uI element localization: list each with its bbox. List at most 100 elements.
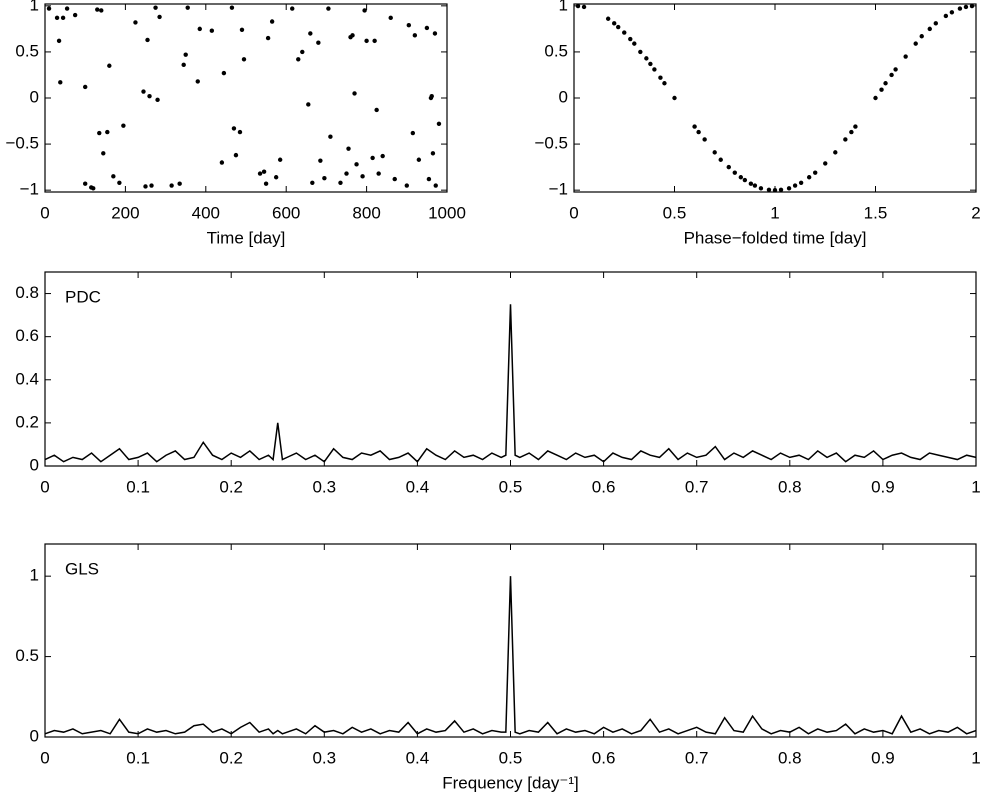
point — [155, 97, 160, 103]
point — [883, 81, 888, 86]
x-tick-label: 0.7 — [685, 748, 709, 767]
y-tick-label: 1 — [559, 0, 568, 14]
point — [263, 181, 269, 186]
x-axis-label: Time [day] — [207, 228, 286, 247]
point — [296, 57, 301, 62]
x-tick-label: 0.4 — [406, 477, 430, 496]
point — [873, 95, 878, 101]
point — [269, 19, 275, 24]
axes-box — [573, 3, 977, 193]
point — [105, 129, 110, 135]
y-tick-label: 0.2 — [15, 412, 39, 431]
y-tick-label: 0.5 — [544, 41, 568, 60]
point — [362, 8, 367, 13]
y-tick-label: 0 — [559, 87, 568, 106]
point — [658, 75, 663, 80]
point — [436, 121, 442, 127]
point — [95, 7, 100, 12]
point — [372, 38, 377, 44]
x-tick-label: 1 — [971, 477, 980, 496]
point — [903, 54, 908, 59]
spectrum-line — [44, 304, 977, 463]
point — [879, 87, 884, 92]
point — [64, 6, 70, 11]
point — [300, 49, 305, 55]
point — [97, 130, 102, 136]
point — [748, 181, 754, 186]
y-tick-label: 0 — [30, 87, 39, 106]
point — [181, 62, 186, 68]
point — [338, 180, 343, 185]
point — [638, 49, 643, 55]
y-tick-label: 0 — [30, 455, 39, 474]
point — [718, 157, 723, 162]
point — [628, 36, 633, 42]
point — [352, 91, 357, 96]
point — [177, 181, 182, 186]
x-tick-label: 0.7 — [685, 477, 709, 496]
point — [370, 155, 375, 161]
point — [792, 183, 798, 188]
point — [581, 4, 587, 10]
point — [943, 13, 949, 19]
point — [913, 41, 918, 46]
point — [185, 5, 190, 10]
x-tick-label: 0.8 — [778, 477, 802, 496]
x-tick-label: 0.5 — [663, 203, 687, 222]
point — [310, 180, 315, 185]
x-tick-label: 1.5 — [864, 203, 888, 222]
x-tick-label: 0.6 — [592, 748, 616, 767]
point — [432, 31, 438, 36]
point — [605, 16, 611, 21]
point — [360, 174, 365, 179]
point — [692, 124, 697, 129]
point — [111, 174, 116, 179]
y-tick-label: 0.4 — [15, 369, 39, 388]
x-tick-label: 0 — [40, 477, 49, 496]
point — [410, 130, 416, 136]
point — [153, 5, 158, 10]
point — [696, 129, 701, 135]
point — [612, 21, 617, 26]
point — [833, 150, 838, 155]
point — [652, 67, 657, 72]
spectrum-line — [44, 576, 977, 735]
x-tick-label: 0.8 — [778, 748, 802, 767]
point — [927, 26, 932, 32]
x-tick-label: 0.5 — [499, 477, 523, 496]
point — [183, 52, 188, 57]
point — [354, 162, 359, 167]
y-tick-label: −0.5 — [5, 134, 39, 153]
y-tick-label: 0.8 — [15, 283, 39, 302]
x-axis-label: Phase−folded time [day] — [684, 228, 867, 247]
axes-box — [44, 271, 977, 467]
axes-box — [44, 3, 448, 193]
point — [752, 183, 758, 188]
point — [328, 134, 333, 139]
x-tick-label: 600 — [272, 203, 300, 222]
point — [766, 187, 772, 192]
point — [430, 151, 436, 156]
x-tick-label: 0.1 — [126, 477, 150, 496]
y-tick-label: 0.5 — [15, 646, 39, 665]
point — [91, 186, 96, 191]
point — [424, 25, 430, 31]
point — [786, 186, 792, 191]
point — [412, 33, 418, 38]
x-tick-label: 0.3 — [312, 748, 336, 767]
point — [117, 180, 122, 185]
point — [83, 84, 88, 90]
point — [726, 164, 731, 170]
point — [195, 79, 200, 84]
point — [738, 175, 744, 180]
point — [702, 137, 707, 142]
x-tick-label: 1 — [971, 748, 980, 767]
y-tick-label: −1 — [549, 180, 568, 199]
point — [56, 38, 62, 44]
y-tick-label: 1 — [30, 0, 39, 14]
point — [99, 8, 104, 13]
y-tick-label: 1 — [30, 566, 39, 585]
x-tick-label: 0 — [40, 748, 49, 767]
x-tick-label: 0 — [40, 203, 49, 222]
